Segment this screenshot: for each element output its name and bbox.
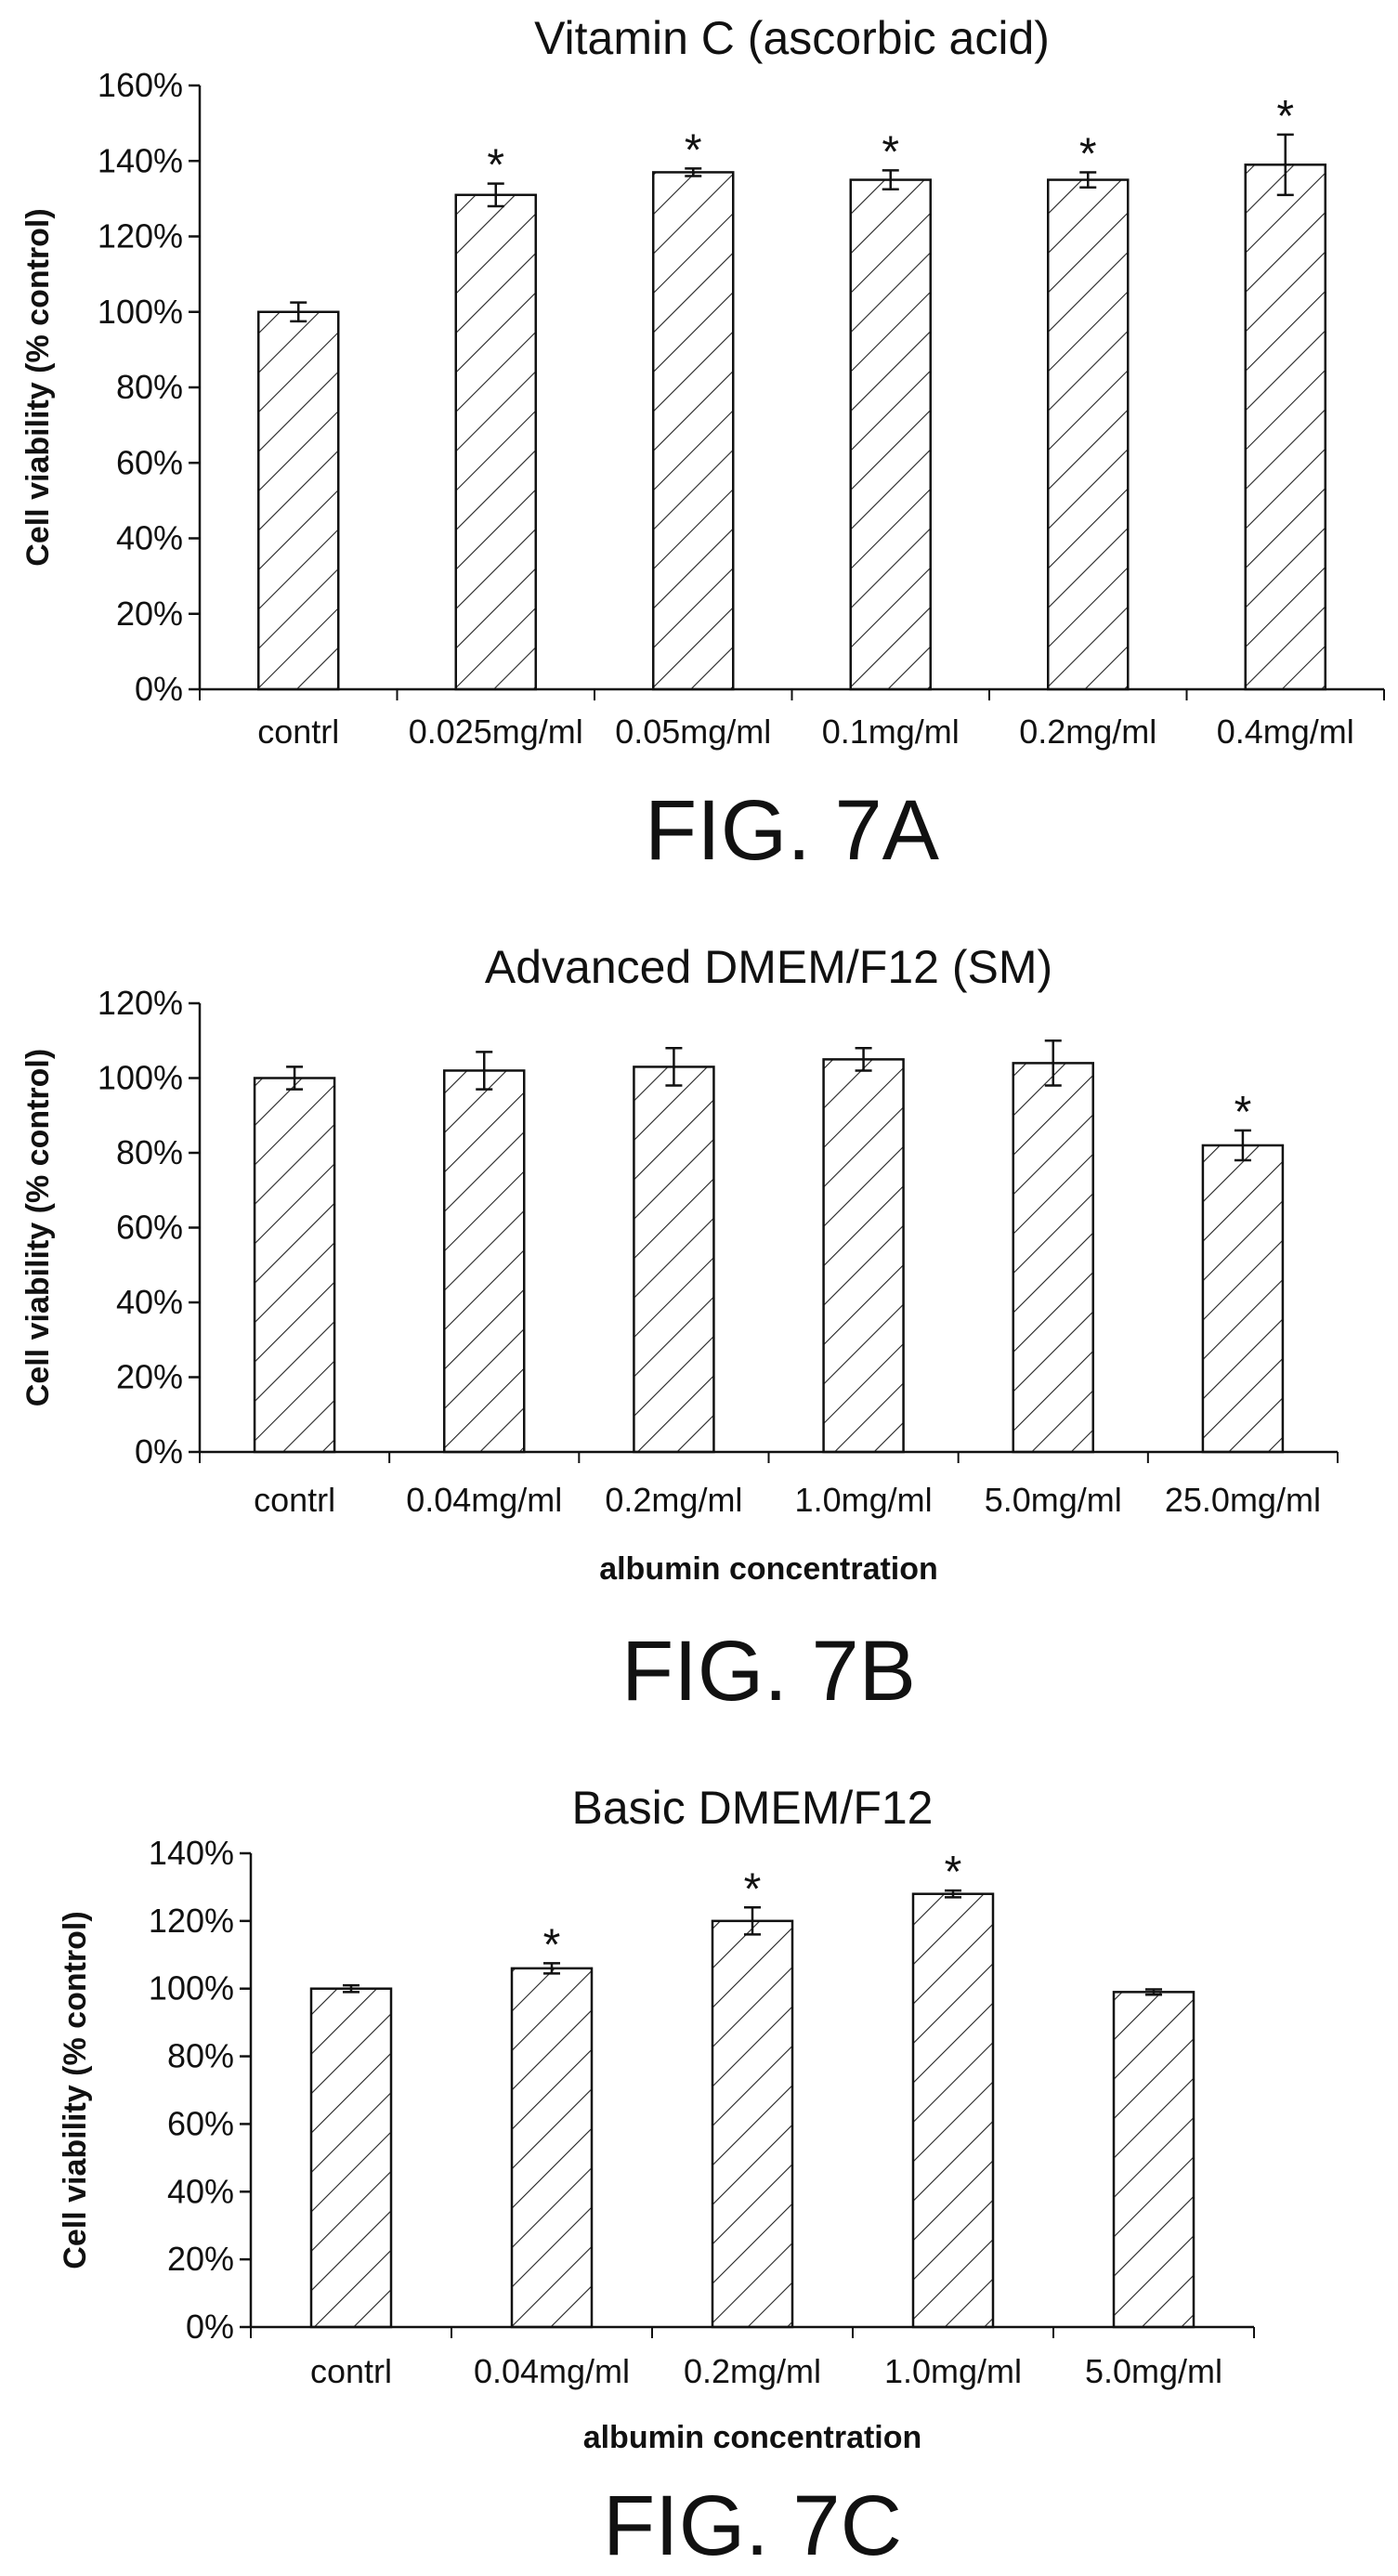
y-tick-label: 80% [116,1133,183,1171]
category-label: 1.0mg/ml [795,1481,933,1519]
y-tick-label: 20% [116,595,183,633]
category-label: 0.04mg/ml [474,2352,630,2390]
y-tick-label: 0% [135,670,183,708]
chart-title: Vitamin C (ascorbic acid) [534,12,1050,64]
category-label: 25.0mg/ml [1165,1481,1321,1519]
y-tick-label: 160% [98,66,183,104]
significance-marker: * [1235,1088,1252,1137]
category-label: 0.2mg/ml [1019,713,1156,751]
bar-3 [849,178,932,691]
significance-marker: * [744,1864,762,1914]
y-tick-label: 80% [167,2037,234,2075]
figure-label: FIG. 7C [603,2478,902,2573]
bar-1 [454,193,537,691]
y-tick-label: 120% [98,984,183,1022]
bar-5 [1201,1144,1285,1454]
bar-1 [443,1069,526,1454]
chart-title: Advanced DMEM/F12 (SM) [485,941,1052,993]
category-label: contrl [257,713,339,751]
chart-7c: Basic DMEM/F12 Cell viability (% control)… [58,1782,1255,2573]
chart-7b: Advanced DMEM/F12 (SM) Cell viability (% … [20,941,1339,1719]
y-tick-label: 140% [149,1834,234,1872]
y-tick-label: 0% [186,2308,234,2346]
y-tick-label: 40% [167,2172,234,2210]
bar-2 [652,171,735,691]
significance-marker: * [1079,129,1097,178]
y-axis-label: Cell viability (% control) [20,1049,56,1406]
y-tick-label: 140% [98,141,183,179]
bar-0 [309,1987,393,2329]
category-label: 0.05mg/ml [615,713,771,751]
category-label: 0.1mg/ml [822,713,960,751]
category-label: contrl [310,2352,392,2390]
significance-marker: * [543,1920,561,1969]
y-tick-label: 0% [135,1432,183,1471]
y-tick-label: 20% [167,2240,234,2278]
bar-3 [911,1892,995,2329]
bar-4 [1012,1062,1094,1454]
chart-7a: Vitamin C (ascorbic acid) Cell viability … [20,12,1385,878]
bar-0 [253,1077,336,1454]
y-tick-label: 20% [116,1358,183,1396]
bar-5 [1244,163,1326,691]
bar-2 [711,1919,794,2329]
category-label: 0.025mg/ml [409,713,583,751]
category-label: 0.2mg/ml [684,2352,821,2390]
y-tick-label: 40% [116,1283,183,1321]
category-label: contrl [254,1481,335,1519]
y-tick-label: 60% [116,443,183,481]
x-axis-label: albumin concentration [599,1551,938,1587]
significance-marker: * [685,125,702,175]
bar-3 [822,1058,905,1454]
category-label: 0.4mg/ml [1217,713,1354,751]
bar-4 [1047,178,1130,691]
category-label: 0.04mg/ml [406,1481,562,1519]
x-axis-label: albumin concentration [583,2420,922,2455]
y-tick-label: 100% [98,293,183,331]
bar-2 [633,1066,715,1454]
category-label: 1.0mg/ml [884,2352,1022,2390]
significance-marker: * [945,1848,962,1897]
bar-1 [510,1967,594,2329]
y-tick-label: 100% [98,1059,183,1097]
y-tick-label: 40% [116,519,183,557]
y-tick-label: 120% [98,217,183,255]
category-label: 5.0mg/ml [1085,2352,1222,2390]
bar-0 [257,310,340,691]
y-axis-label: Cell viability (% control) [58,1911,93,2269]
significance-marker: * [882,127,899,177]
significance-marker: * [487,141,504,190]
y-tick-label: 60% [116,1209,183,1247]
chart-title: Basic DMEM/F12 [572,1782,934,1834]
y-tick-label: 100% [149,1969,234,2007]
category-label: 5.0mg/ml [985,1481,1122,1519]
category-label: 0.2mg/ml [605,1481,742,1519]
figure-label: FIG. 7B [621,1624,916,1719]
y-tick-label: 60% [167,2104,234,2142]
bar-4 [1112,1991,1195,2329]
y-tick-label: 120% [149,1902,234,1940]
y-tick-label: 80% [116,368,183,406]
y-axis-label: Cell viability (% control) [20,208,56,566]
significance-marker: * [1276,92,1294,141]
figure-label: FIG. 7A [645,783,940,878]
